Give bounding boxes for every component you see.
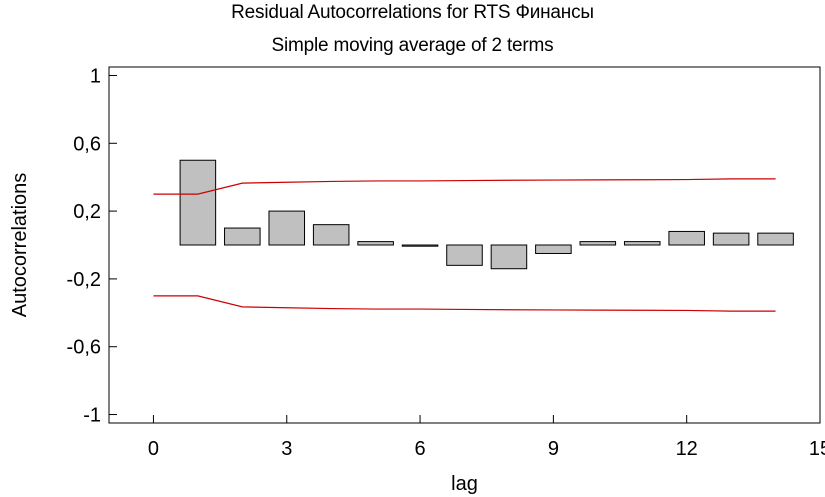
bar-lag-10 [579,241,617,246]
y-tick-label: -1 [83,405,101,427]
y-tick-label: 1 [90,65,101,87]
y-tick-label: -0,6 [67,337,101,359]
plot-frame [108,66,821,424]
bar-lag-9 [535,244,572,254]
bar-lag-4 [312,224,350,246]
x-tick-label: 9 [548,438,559,460]
x-axis-label: lag [451,473,478,495]
bar-lag-12 [668,230,705,246]
axes-layer: 0 3 6 9 12 15 1 0,6 0,2 -0,2 -0,6 -1 [67,65,825,460]
bars-layer [179,159,794,270]
bar-lag-1 [179,159,217,246]
upper-limit-line [153,178,776,195]
x-tick-label: 12 [676,438,698,460]
bar-lag-14 [757,232,794,246]
chart-title: Residual Autocorrelations for RTS Финанс… [231,2,594,23]
lower-limit-line [153,295,776,312]
x-tick-label: 3 [281,438,292,460]
bar-lag-8 [490,244,528,270]
chart-subtitle: Simple moving average of 2 terms [271,35,554,56]
bar-lag-5 [357,241,394,246]
bar-lag-6 [401,244,439,247]
x-tick-label: 0 [148,438,159,460]
y-axis-label: Autocorrelations [9,173,31,318]
bar-lag-3 [268,210,306,246]
limits-layer [153,178,776,312]
x-tick-label: 15 [809,438,825,460]
bar-lag-13 [712,232,750,246]
bar-lag-7 [446,244,483,266]
bar-lag-11 [623,241,661,246]
y-tick-label: 0,2 [73,201,101,223]
x-tick-label: 6 [415,438,426,460]
bar-lag-2 [224,227,261,246]
y-tick-label: 0,6 [73,133,101,155]
y-tick-label: -0,2 [67,269,101,291]
